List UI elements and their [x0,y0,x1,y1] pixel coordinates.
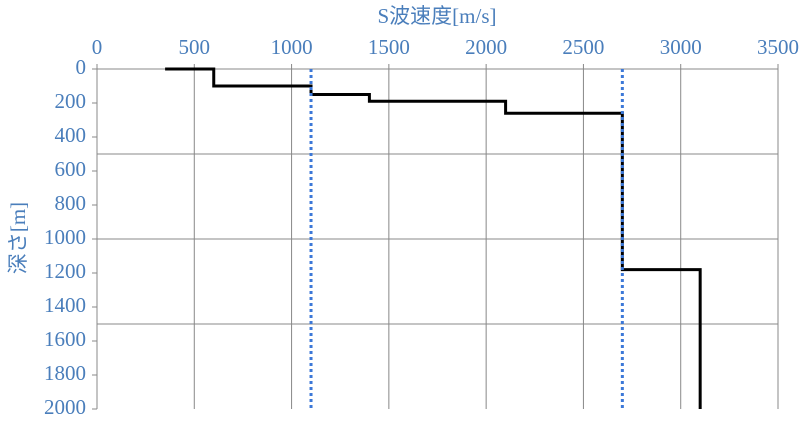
y-tick-label: 0 [76,55,87,79]
x-tick-label: 2000 [465,35,507,59]
y-tick-label: 800 [55,191,87,215]
x-tick-label: 3000 [660,35,702,59]
x-tick-label: 1500 [368,35,410,59]
y-tick-label: 1800 [44,361,86,385]
y-tick-label: 400 [55,123,87,147]
x-tick-label: 2500 [562,35,604,59]
y-tick-label: 1000 [44,225,86,249]
y-tick-label: 1600 [44,327,86,351]
y-tick-label: 600 [55,157,87,181]
y-tick-label: 2000 [44,395,86,419]
x-tick-label: 0 [92,35,103,59]
y-tick-label: 1200 [44,259,86,283]
y-tick-label: 200 [55,89,87,113]
x-tick-label: 3500 [757,35,799,59]
chart-title: S波速度[m/s] [377,4,496,28]
x-tick-label: 1000 [271,35,313,59]
y-axis-label: 深さ[m] [6,202,30,274]
x-tick-label: 500 [179,35,211,59]
y-tick-label: 1400 [44,293,86,317]
